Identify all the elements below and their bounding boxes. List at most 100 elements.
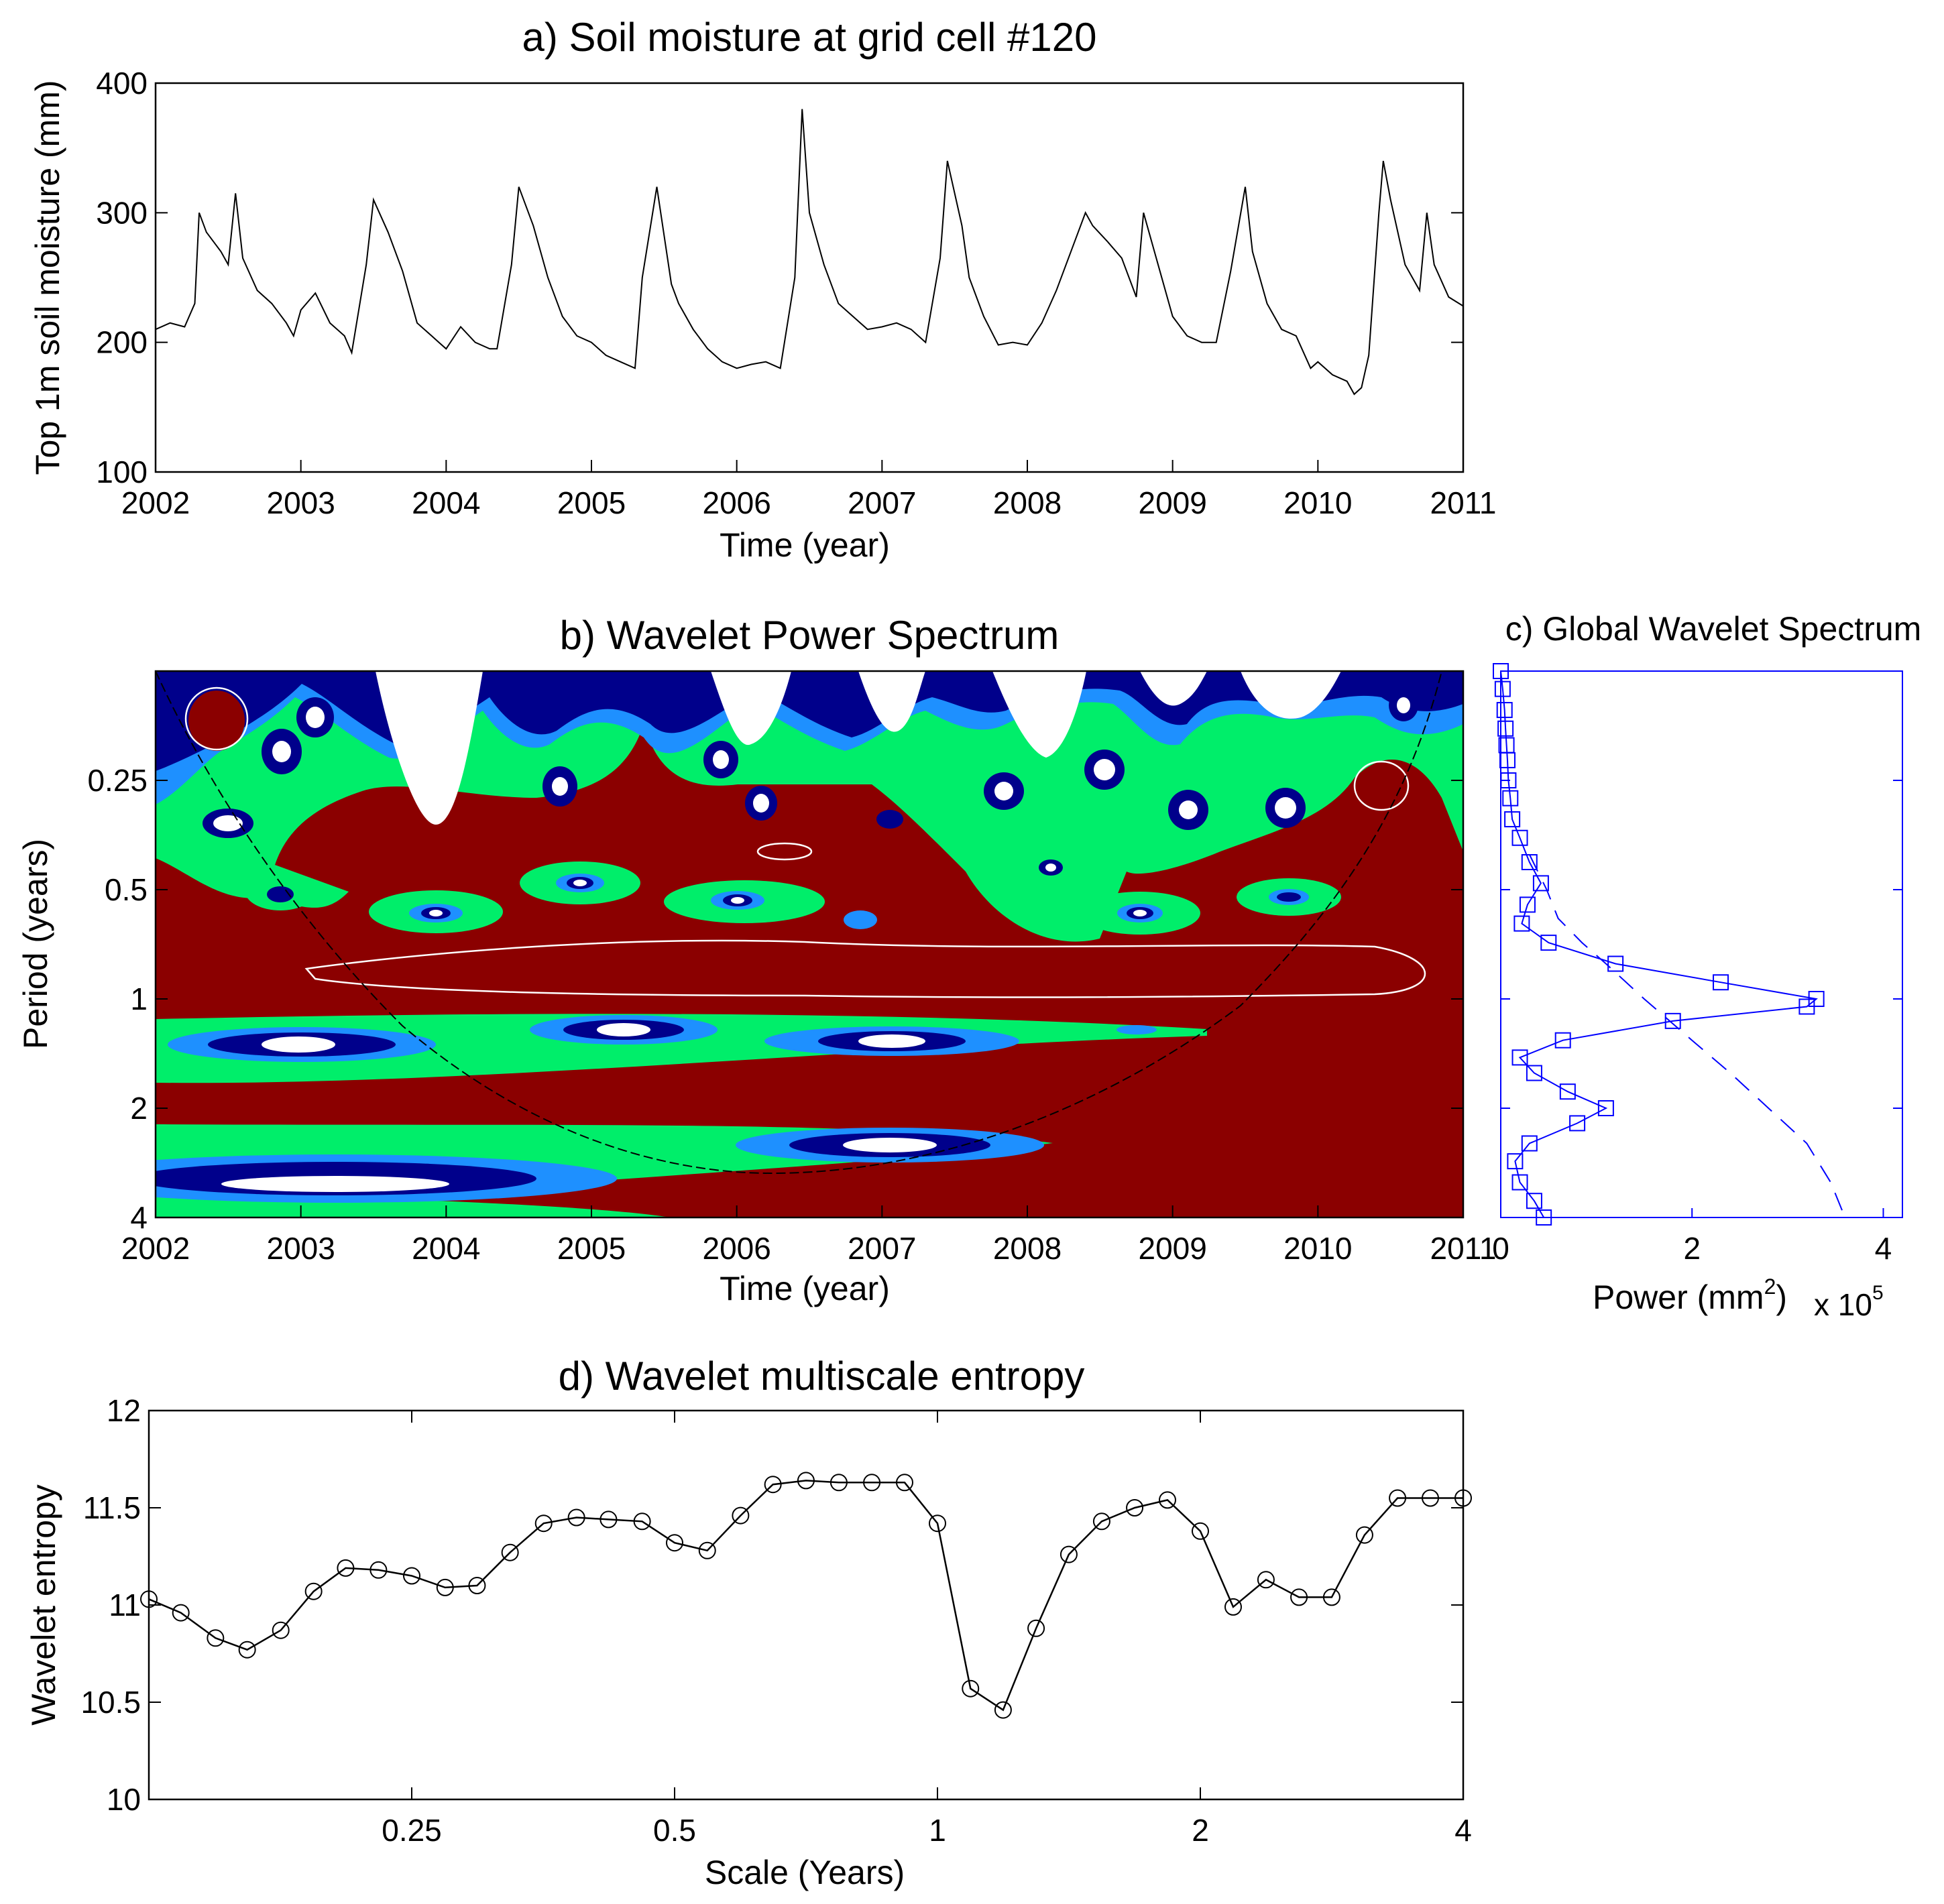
global-wavelet-markers [1493,663,1825,1226]
x-tick-label: 0.5 [653,1813,696,1848]
entropy-marker [962,1679,980,1698]
panel-c-x-ticks: 0 2 4 [1492,1208,1892,1266]
x-tick-label: 2011 [1430,1231,1497,1266]
soil-moisture-line [155,109,1464,396]
power-marker [1713,974,1729,991]
x-tick-label: 2009 [1138,1231,1206,1266]
entropy-marker [337,1559,355,1577]
panel-d-ylabel: Wavelet entropy [25,1484,62,1725]
entropy-marker [895,1474,913,1492]
x-tick-label: 0.25 [382,1813,442,1848]
power-marker [1569,1115,1586,1132]
entropy-marker [1355,1526,1373,1544]
x-tick-label: 2009 [1138,485,1206,520]
power-marker [1513,915,1530,932]
power-band-lowest-top [376,671,1341,825]
panel-a: a) Soil moisture at grid cell #120 10020… [29,15,1496,564]
power-marker [1519,896,1536,913]
power-marker [1497,720,1514,737]
panel-c-exponent: x 105 [1814,1282,1884,1322]
x-tick-label: 2008 [993,1231,1062,1266]
x-tick-label: 2004 [412,1231,480,1266]
power-band-low-top [156,671,1463,771]
power-marker [1504,811,1521,828]
power-marker [1499,752,1516,768]
x-tick-label: 2007 [848,485,916,520]
entropy-marker [830,1474,848,1492]
y-tick-label: 12 [107,1393,141,1428]
power-marker [1540,935,1557,951]
entropy-marker [436,1578,454,1596]
power-marker [1526,1193,1542,1209]
power-marker [1554,1032,1571,1049]
entropy-marker [403,1567,420,1585]
y-tick-label: 11 [109,1588,141,1622]
x-tick-label: 2011 [1430,485,1497,520]
entropy-marker [1421,1489,1439,1507]
entropy-marker [468,1577,486,1594]
entropy-marker [1158,1491,1176,1509]
entropy-marker [534,1514,553,1533]
y-tick-label: 400 [96,66,148,101]
entropy-marker [1192,1522,1209,1540]
panel-b-y-ticks: 0.25 0.5 1 2 4 [87,763,1463,1235]
entropy-marker [207,1629,225,1647]
wavelet-power-field [156,671,1463,1217]
power-marker [1511,829,1528,846]
entropy-marker [994,1701,1012,1719]
panel-d-xlabel: Scale (Years) [705,1854,905,1891]
panel-d: d) Wavelet multiscale entropy 1010.51111… [25,1354,1472,1891]
power-marker [1507,1153,1524,1170]
power-marker [1526,1065,1542,1081]
x-tick-label: 2004 [412,485,480,520]
entropy-marker [1060,1545,1078,1563]
entropy-marker [369,1561,388,1579]
x-tick-label: 2006 [702,485,770,520]
power-islands-bottom [156,1128,1044,1203]
x-tick-label: 2002 [121,1231,190,1266]
entropy-marker [1322,1588,1340,1606]
panel-b-ylabel: Period (years) [17,839,54,1049]
entropy-marker [863,1474,881,1492]
power-marker [1493,663,1509,679]
entropy-marker [567,1508,585,1527]
power-marker [1559,1083,1576,1100]
x-tick-label: 4 [1454,1813,1472,1848]
entropy-marker [1389,1489,1407,1507]
y-tick-label: 10.5 [80,1685,141,1720]
global-wavelet-line [1500,670,1818,1218]
wavelet-entropy-line [148,1480,1463,1712]
panel-d-title: d) Wavelet multiscale entropy [559,1354,1085,1399]
entropy-marker [1027,1619,1045,1637]
entropy-marker [797,1472,815,1490]
power-islands-lower [168,1015,1157,1062]
panel-a-axes [154,82,1465,473]
x-tick-label: 2007 [848,1231,916,1266]
x-tick-label: 2 [1683,1231,1701,1266]
panel-c-title: c) Global Wavelet Spectrum [1505,610,1922,648]
panel-d-x-ticks: 0.25 0.5 1 2 4 [382,1411,1472,1848]
panel-d-y-ticks: 10 10.5 11 11.5 12 [80,1393,1463,1817]
y-tick-label: 2 [130,1091,148,1126]
entropy-marker [698,1541,716,1559]
entropy-marker [1126,1499,1144,1516]
significance-dashed-line [1528,854,1846,1218]
entropy-marker [1454,1489,1472,1507]
entropy-marker [633,1512,651,1531]
power-band-high-top [156,671,1463,942]
panel-a-x-ticks: 2002 2003 2004 2005 2006 2007 2008 2009 2010 2011 [121,460,1497,520]
y-tick-label: 11.5 [83,1490,141,1525]
x-tick-label: 4 [1875,1231,1892,1266]
entropy-marker [140,1590,158,1608]
power-islands-middle [245,853,1341,935]
entropy-marker [1092,1512,1110,1531]
x-tick-label: 2006 [702,1231,770,1266]
x-tick-label: 2002 [121,485,190,520]
entropy-marker [1290,1588,1308,1606]
panel-a-xlabel: Time (year) [720,526,890,564]
entropy-marker [666,1534,683,1552]
panel-c-axes [1500,670,1903,1218]
power-marker [1511,1049,1528,1066]
power-marker [1532,875,1549,892]
x-tick-label: 2005 [557,1231,626,1266]
